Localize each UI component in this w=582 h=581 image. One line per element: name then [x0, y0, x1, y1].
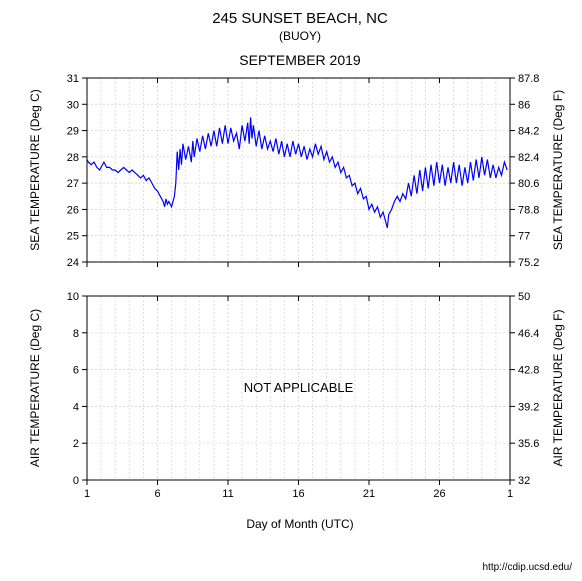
- title-month: SEPTEMBER 2019: [239, 52, 361, 68]
- y-left-tick: 27: [67, 178, 79, 190]
- y-left-tick: 26: [67, 204, 79, 216]
- x-tick: 1: [507, 488, 513, 500]
- y-right-tick: 46.4: [518, 328, 539, 340]
- y-left-tick: 31: [67, 73, 79, 85]
- y-left-tick: 8: [73, 328, 79, 340]
- y-left-tick: 28: [67, 152, 79, 164]
- y-right-tick: 84.2: [518, 126, 539, 138]
- y-left-tick: 29: [67, 126, 79, 138]
- y-left-tick: 24: [67, 257, 79, 269]
- air-temperature-chart: 02468103235.639.242.846.45016111621261AI…: [28, 291, 565, 500]
- y-right-tick: 82.4: [518, 152, 539, 164]
- y-left-tick: 10: [67, 291, 79, 303]
- title-subtitle: (BUOY): [279, 29, 321, 43]
- y-left-tick: 0: [73, 475, 79, 487]
- overlay-text: NOT APPLICABLE: [244, 380, 354, 395]
- y-right-label: AIR TEMPERATURE (Deg F): [551, 310, 565, 467]
- x-tick: 16: [292, 488, 304, 500]
- y-right-label: SEA TEMPERATURE (Deg F): [551, 90, 565, 250]
- y-right-tick: 42.8: [518, 365, 539, 377]
- chart-svg: 245 SUNSET BEACH, NC (BUOY) SEPTEMBER 20…: [0, 0, 582, 581]
- y-left-tick: 2: [73, 438, 79, 450]
- sea-temperature-chart: 24 25 26 27 28 29 30 31 75.2 77 78.8 80.6 82.4 84.2 86…: [28, 73, 565, 269]
- y-right-tick: 87.8: [518, 73, 539, 85]
- x-tick: 6: [154, 488, 160, 500]
- y-left-label: SEA TEMPERATURE (Deg C): [28, 89, 42, 251]
- y-right-tick: 78.8: [518, 204, 539, 216]
- y-left-label: AIR TEMPERATURE (Deg C): [28, 309, 42, 467]
- y-right-tick: 39.2: [518, 401, 539, 413]
- x-tick: 26: [433, 488, 445, 500]
- y-right-tick: 75.2: [518, 257, 539, 269]
- y-right-tick: 80.6: [518, 178, 539, 190]
- x-tick: 1: [84, 488, 90, 500]
- y-right-tick: 50: [518, 291, 530, 303]
- title-main: 245 SUNSET BEACH, NC: [212, 10, 388, 27]
- x-tick: 21: [363, 488, 375, 500]
- y-right-tick: 35.6: [518, 438, 539, 450]
- y-right-tick: 32: [518, 475, 530, 487]
- chart-page: { "header": { "title": "245 SUNSET BEACH…: [0, 0, 582, 581]
- y-left-tick: 4: [73, 401, 79, 413]
- y-left-tick: 25: [67, 231, 79, 243]
- footer-url: http://cdip.ucsd.edu/: [482, 562, 572, 573]
- y-right-tick: 86: [518, 99, 530, 111]
- y-left-tick: 6: [73, 365, 79, 377]
- y-left-tick: 30: [67, 99, 79, 111]
- x-tick: 11: [222, 488, 233, 500]
- y-right-tick: 77: [518, 231, 530, 243]
- x-axis-label: Day of Month (UTC): [246, 517, 353, 531]
